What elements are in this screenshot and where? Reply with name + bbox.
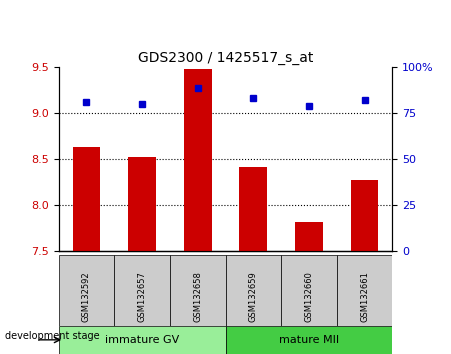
Text: development stage: development stage xyxy=(5,331,99,341)
Title: GDS2300 / 1425517_s_at: GDS2300 / 1425517_s_at xyxy=(138,51,313,65)
Bar xyxy=(226,326,392,354)
Bar xyxy=(59,326,226,354)
Text: GSM132659: GSM132659 xyxy=(249,272,258,322)
Bar xyxy=(114,255,170,326)
Text: mature MII: mature MII xyxy=(279,335,339,345)
Bar xyxy=(239,167,267,251)
Bar xyxy=(73,147,100,251)
Bar xyxy=(351,179,378,251)
Text: GSM132660: GSM132660 xyxy=(304,271,313,322)
Text: GSM132658: GSM132658 xyxy=(193,271,202,322)
Bar xyxy=(128,158,156,251)
Text: GSM132592: GSM132592 xyxy=(82,272,91,322)
Bar xyxy=(337,255,392,326)
Bar xyxy=(170,255,226,326)
Bar xyxy=(59,255,114,326)
Text: GSM132657: GSM132657 xyxy=(138,271,147,322)
Bar xyxy=(281,255,337,326)
Text: GSM132661: GSM132661 xyxy=(360,271,369,322)
Bar xyxy=(184,69,212,251)
Bar xyxy=(226,255,281,326)
Text: immature GV: immature GV xyxy=(105,335,179,345)
Bar xyxy=(295,222,323,251)
